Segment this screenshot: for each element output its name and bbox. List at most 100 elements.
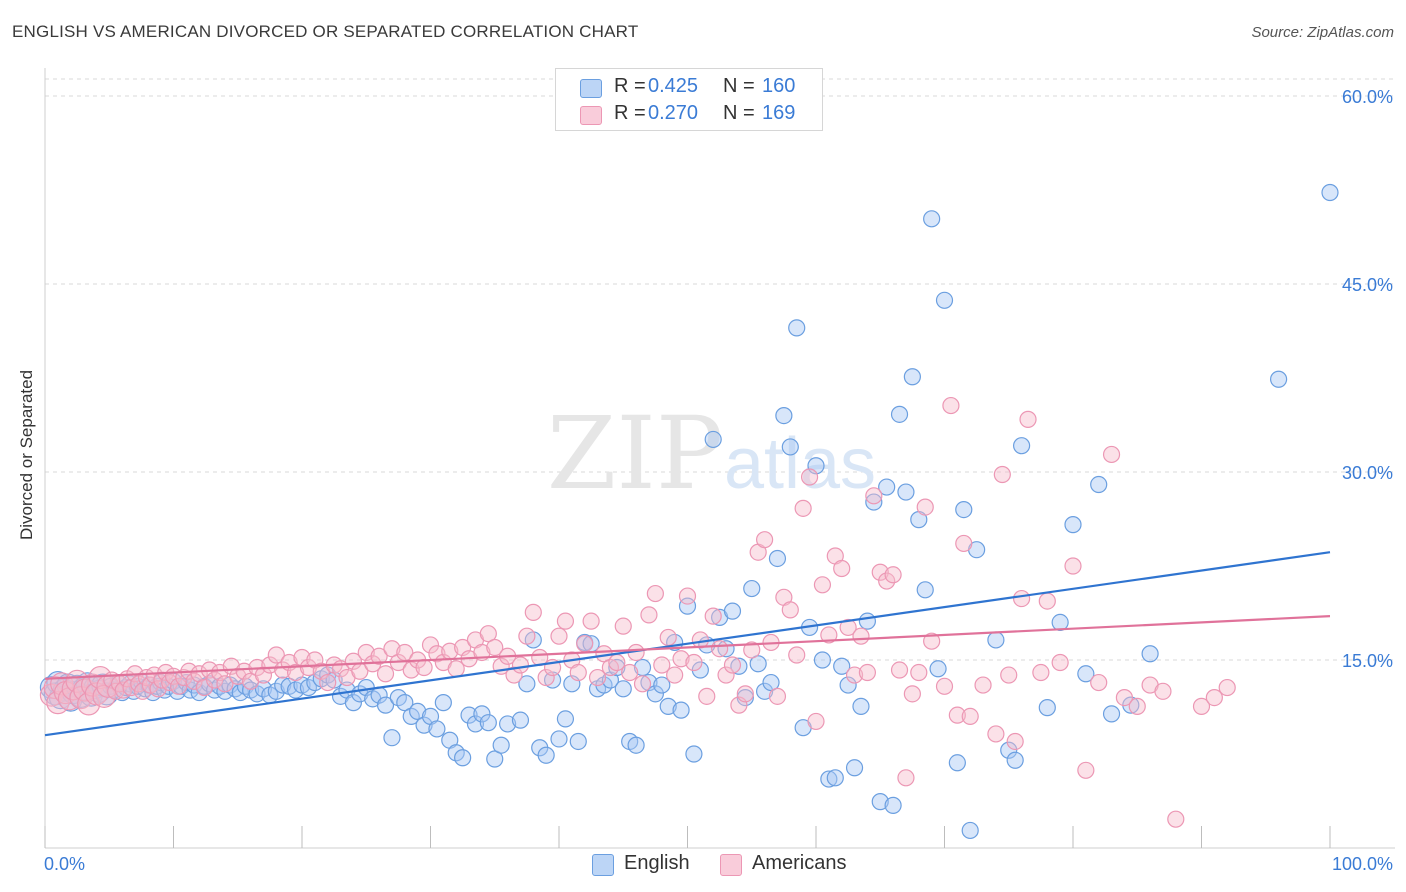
english-point: [254, 680, 273, 698]
americans-point: [987, 725, 1005, 743]
americans-point: [993, 465, 1011, 484]
americans-point: [1012, 589, 1031, 608]
english-point: [955, 501, 973, 519]
english-point: [434, 694, 452, 712]
english-point: [473, 705, 491, 723]
americans-point: [344, 652, 362, 670]
english-point: [833, 657, 851, 675]
english-point: [1141, 645, 1159, 663]
americans-point: [1064, 557, 1082, 575]
english-point: [678, 597, 697, 615]
americans-point: [852, 627, 870, 645]
americans-point: [768, 687, 787, 705]
english-point: [948, 754, 966, 772]
legend-label-americans: Americans: [752, 852, 847, 874]
x-tick-label: 100.0%: [1332, 854, 1393, 874]
americans-point: [711, 640, 729, 658]
americans-point: [1006, 732, 1024, 751]
americans-point: [524, 603, 542, 621]
english-point: [466, 715, 485, 733]
americans-point: [833, 559, 851, 578]
english-point: [755, 682, 774, 700]
r-label: R =: [614, 102, 646, 124]
americans-points: [39, 396, 1236, 828]
legend-label-english: English: [624, 852, 690, 874]
english-point: [608, 658, 626, 677]
chart-title: ENGLISH VS AMERICAN DIVORCED OR SEPARATE…: [12, 22, 639, 41]
americans-point: [550, 627, 568, 645]
americans-point: [884, 566, 902, 584]
americans-point: [678, 587, 697, 605]
americans-point: [588, 668, 607, 687]
americans-point: [479, 625, 497, 643]
english-point: [518, 675, 536, 693]
english-point: [743, 579, 761, 598]
english-point: [646, 685, 664, 703]
n-label: N =: [723, 75, 755, 97]
y-tick-label: 60.0%: [1342, 87, 1393, 107]
english-point: [569, 732, 587, 751]
americans-point: [794, 499, 812, 517]
americans-point: [890, 661, 909, 679]
americans-point: [666, 666, 684, 684]
americans-point: [788, 646, 806, 664]
americans-point: [1038, 592, 1056, 610]
english-point: [890, 405, 909, 423]
english-point: [839, 676, 857, 694]
americans-point: [1167, 810, 1185, 828]
english-point: [749, 655, 767, 673]
english-point: [274, 676, 292, 694]
americans-point: [254, 666, 273, 684]
english-point: [852, 697, 870, 715]
english-point: [813, 651, 832, 669]
english-point: [556, 710, 575, 728]
americans-point: [486, 638, 504, 657]
americans-point: [1115, 688, 1134, 707]
english-point: [923, 210, 941, 228]
americans-point: [1192, 697, 1211, 715]
english-point: [479, 714, 497, 732]
americans-point: [556, 612, 575, 630]
americans-point: [800, 468, 819, 486]
x-tick-label: 0.0%: [44, 854, 85, 874]
english-point: [460, 706, 478, 724]
source-note: Source: ZipAtlas.com: [1251, 24, 1394, 41]
americans-point: [646, 584, 664, 603]
americans-point: [813, 576, 832, 594]
americans-point: [1205, 688, 1223, 707]
english-point: [826, 769, 844, 787]
english-point: [916, 581, 934, 599]
english-point: [1077, 665, 1095, 683]
r-value: 0.425: [648, 75, 699, 97]
americans-point: [1019, 410, 1037, 428]
n-value: 169: [762, 102, 796, 124]
watermark-atlas: atlas: [724, 424, 876, 504]
americans-point: [955, 534, 973, 553]
english-point: [1051, 613, 1069, 632]
tick-labels: 15.0% 30.0% 45.0% 60.0% 0.0% 100.0%: [44, 87, 1393, 874]
americans-point: [286, 663, 305, 682]
americans-point: [376, 665, 395, 683]
americans-point: [935, 677, 954, 695]
americans-point: [1051, 653, 1069, 672]
americans-point: [383, 640, 401, 658]
americans-point: [170, 677, 188, 695]
americans-point: [415, 658, 433, 677]
americans-point: [974, 676, 992, 694]
english-point: [685, 745, 703, 763]
americans-point: [704, 607, 722, 625]
americans-point: [370, 647, 388, 665]
americans-point: [923, 632, 941, 650]
english-point: [454, 749, 472, 767]
english-point: [935, 291, 954, 309]
english-point: [730, 657, 748, 675]
trend-lines: [44, 551, 1331, 737]
english-point: [781, 438, 799, 456]
english-point: [762, 673, 780, 692]
americans-point: [621, 663, 639, 682]
n-value: 160: [762, 75, 796, 97]
americans-point: [518, 627, 536, 645]
americans-point: [1218, 678, 1236, 697]
english-point: [987, 631, 1005, 649]
english-point: [267, 682, 285, 700]
